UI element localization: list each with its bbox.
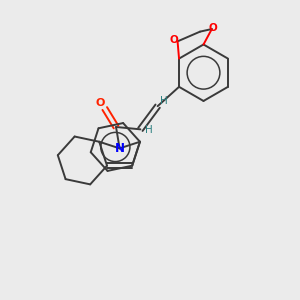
Text: H: H <box>160 96 168 106</box>
Text: O: O <box>96 98 105 108</box>
Text: O: O <box>208 23 217 33</box>
Text: O: O <box>169 34 178 45</box>
Text: N: N <box>115 142 124 155</box>
Text: H: H <box>145 125 153 135</box>
